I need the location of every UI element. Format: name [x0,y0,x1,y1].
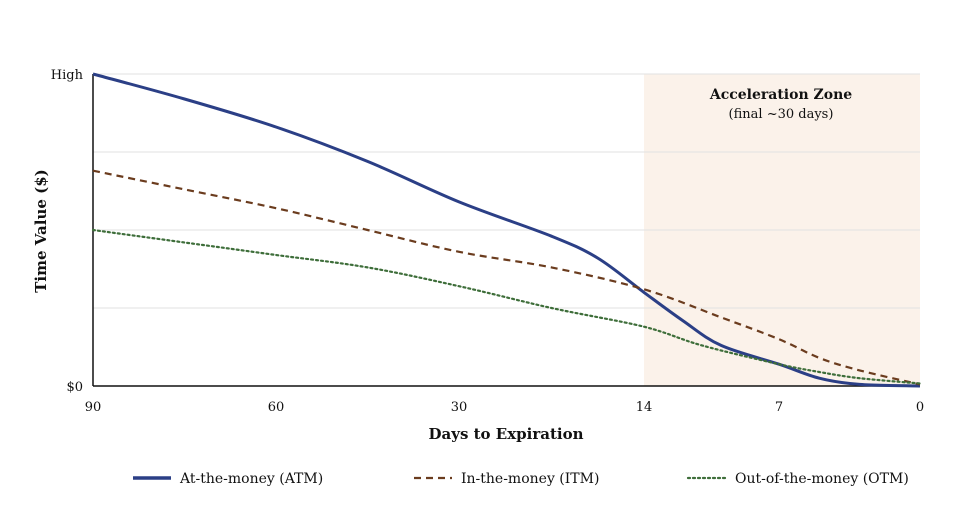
x-tick-label: 30 [451,400,468,415]
y-axis-title: Time Value ($) [32,169,50,292]
legend-label: In-the-money (ITM) [461,471,599,487]
x-tick-label: 14 [636,400,653,415]
y-tick-label: High [51,68,84,83]
gridlines [93,73,920,309]
x-axis-title: Days to Expiration [429,425,584,443]
zone-title: Acceleration Zone [709,87,852,103]
series-line-2 [91,228,922,385]
x-tick-label: 60 [268,400,285,415]
legend: At-the-money (ATM) In-the-money (ITM) Out-… [133,471,909,487]
x-tick-label: 0 [916,400,924,415]
legend-label: Out-of-the-money (OTM) [735,471,909,487]
tick-labels: 90 60 30 14 7 0 $0 High [51,68,924,415]
series-line-0 [92,72,921,388]
y-tick-label: $0 [66,380,83,395]
legend-label: At-the-money (ATM) [179,471,323,487]
zone-subtitle: (final ~30 days) [729,107,834,122]
series-lines [91,72,922,388]
x-tick-label: 90 [85,400,102,415]
x-tick-label: 7 [775,400,783,415]
